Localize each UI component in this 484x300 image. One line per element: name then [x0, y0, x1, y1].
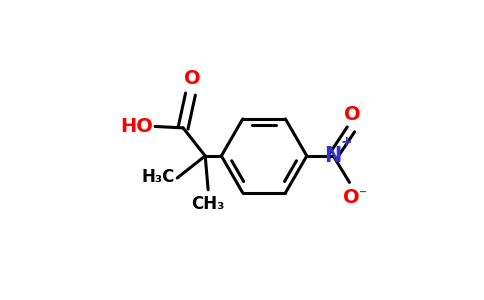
Text: O: O [344, 105, 361, 124]
Text: HO: HO [120, 117, 153, 136]
Text: CH₃: CH₃ [192, 195, 225, 213]
Text: O: O [183, 69, 200, 88]
Text: N: N [325, 146, 342, 166]
Text: ⁻: ⁻ [359, 188, 367, 203]
Text: +: + [341, 134, 352, 148]
Text: H₃C: H₃C [141, 167, 175, 185]
Text: O: O [343, 188, 359, 207]
